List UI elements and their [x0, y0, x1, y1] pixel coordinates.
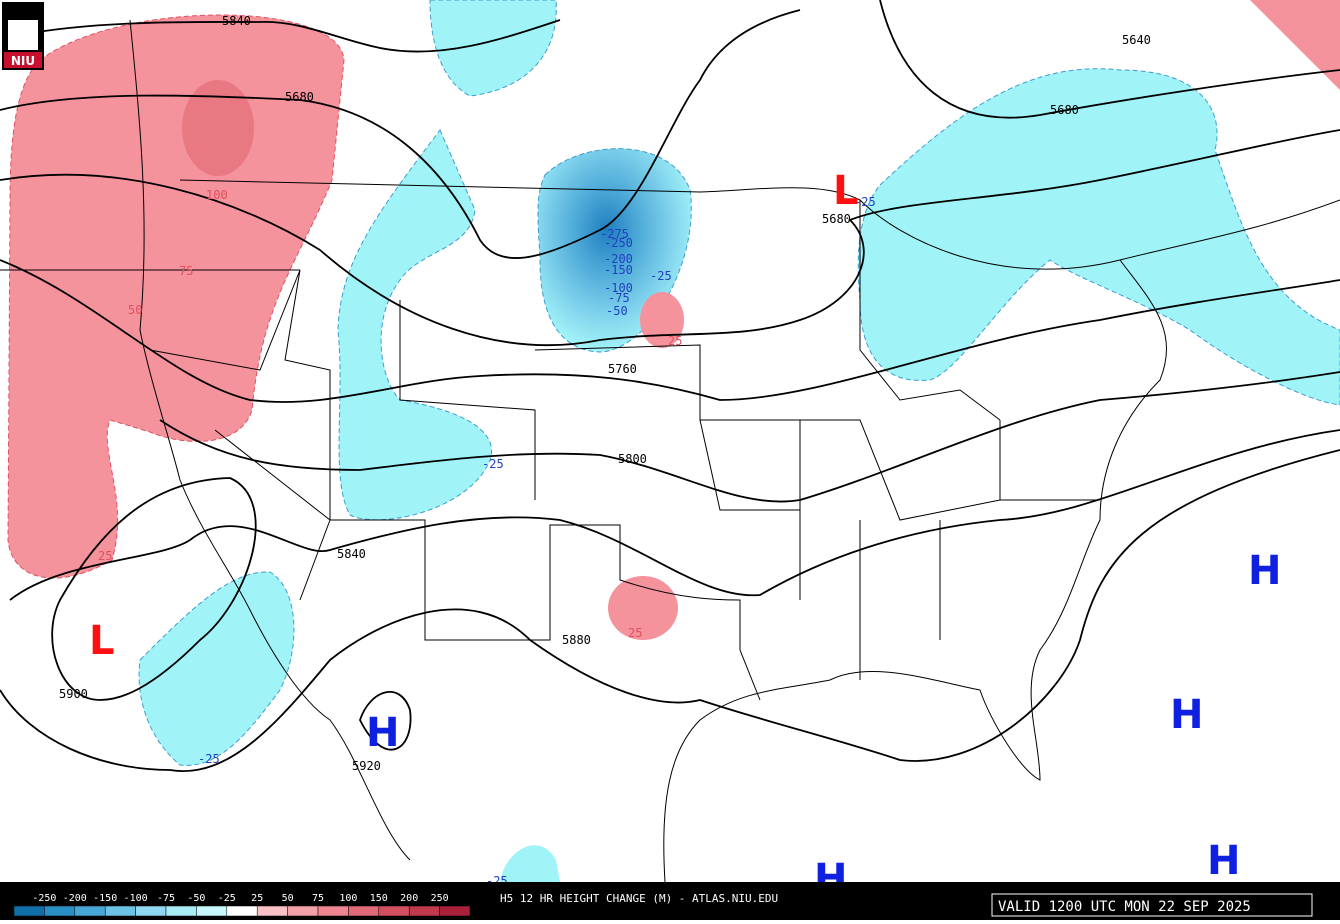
low-center: L	[833, 168, 859, 214]
legend-swatch	[196, 905, 228, 917]
change-label: 50	[128, 303, 142, 317]
legend-swatch	[104, 905, 136, 917]
legend-swatch	[165, 905, 197, 917]
legend-swatch	[13, 905, 45, 917]
contour-label: 5920	[352, 759, 381, 773]
legend-label: -75	[157, 893, 175, 904]
contour-label: 5900	[59, 687, 88, 701]
legend: -250 -200 -150 -100 -75 -50 -25 25 50 75 100 150 200…	[13, 893, 471, 917]
change-label: -25	[198, 752, 220, 766]
high-center: H	[366, 710, 399, 756]
legend-label: 100	[339, 893, 357, 904]
legend-label: 25	[251, 893, 263, 904]
change-label: 25	[628, 626, 642, 640]
legend-label: 75	[312, 893, 324, 904]
high-center: H	[1207, 838, 1240, 884]
legend-label: -100	[124, 893, 148, 904]
logo-band	[4, 52, 42, 68]
legend-swatch	[408, 905, 440, 917]
change-label: -75	[608, 291, 630, 305]
legend-label: -250	[32, 893, 56, 904]
valid-time: VALID 1200 UTC MON 22 SEP 2025	[998, 899, 1251, 915]
contour-label: 5680	[1050, 103, 1079, 117]
change-label: -50	[606, 304, 628, 318]
geography	[0, 19, 1340, 883]
change-label: -275	[600, 227, 629, 241]
legend-swatch	[378, 905, 410, 917]
map-labels: 5840 5680 5640 5680 5680 5760 5800 5840 …	[59, 14, 1281, 902]
change-label: 25	[668, 334, 682, 348]
change-label: -25	[482, 457, 504, 471]
height-contours	[0, 0, 1340, 772]
legend-label: 250	[431, 893, 449, 904]
contour-label: 5760	[608, 362, 637, 376]
height-change-shading	[7, 0, 1340, 882]
contour-label: 5880	[562, 633, 591, 647]
legend-label: -150	[93, 893, 117, 904]
high-center: H	[1248, 548, 1281, 594]
legend-label: -50	[187, 893, 205, 904]
legend-label: 50	[282, 893, 294, 904]
product-title: H5 12 HR HEIGHT CHANGE (M) - ATLAS.NIU.E…	[500, 892, 778, 905]
change-label: -100	[604, 281, 633, 295]
change-label: 25	[98, 549, 112, 563]
change-label: 75	[179, 264, 193, 278]
contour-label: 5680	[822, 212, 851, 226]
legend-swatch	[256, 905, 288, 917]
legend-label: 200	[400, 893, 418, 904]
high-center: H	[1170, 692, 1203, 738]
contour-label: 5840	[337, 547, 366, 561]
low-center: L	[89, 618, 115, 664]
contour-label: 5680	[285, 90, 314, 104]
legend-label: 150	[370, 893, 388, 904]
contour-label: 5840	[222, 14, 251, 28]
change-label: -250	[604, 236, 633, 250]
legend-swatch	[226, 905, 258, 917]
legend-swatch	[439, 905, 471, 917]
legend-swatch	[74, 905, 106, 917]
contour-label: 5800	[618, 452, 647, 466]
change-label: -200	[604, 252, 633, 266]
change-label: 100	[206, 188, 228, 202]
change-label: -150	[604, 263, 633, 277]
logo-building	[8, 20, 38, 50]
change-label: -25	[854, 195, 876, 209]
legend-swatch	[287, 905, 319, 917]
change-label: -25	[650, 269, 672, 283]
legend-swatch	[348, 905, 380, 917]
legend-label: -200	[63, 893, 87, 904]
legend-swatch	[44, 905, 76, 917]
legend-label: -25	[218, 893, 236, 904]
legend-swatch	[135, 905, 167, 917]
valid-box	[991, 893, 1313, 917]
logo-text: NIU	[11, 54, 35, 68]
contour-label: 5640	[1122, 33, 1151, 47]
legend-swatch	[317, 905, 349, 917]
